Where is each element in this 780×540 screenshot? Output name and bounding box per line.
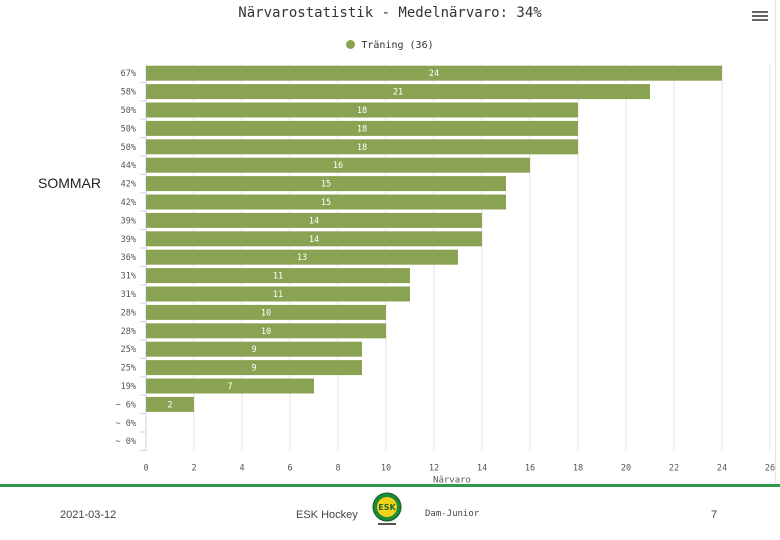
data-label: 10 (261, 327, 271, 337)
bar (146, 341, 362, 357)
data-label: 7 (227, 382, 232, 392)
bar (146, 323, 386, 339)
data-label: 14 (309, 216, 319, 226)
y-tick-label: 50% (121, 106, 136, 116)
footer-divider (0, 484, 780, 487)
y-tick-label: 58% (121, 88, 136, 98)
data-label: 18 (357, 124, 367, 134)
bar (146, 102, 578, 118)
bar (146, 304, 386, 320)
x-tick-label: 16 (525, 463, 535, 473)
y-tick-label: 36% (121, 253, 136, 263)
y-tick-label: 50% (121, 143, 136, 153)
y-tick-label: 31% (121, 272, 136, 282)
y-tick-label: 28% (121, 327, 136, 337)
y-tick-label: ~ 6% (116, 400, 136, 410)
y-tick-label: 25% (121, 364, 136, 374)
legend-marker (346, 40, 356, 49)
x-tick-label: 22 (669, 463, 679, 473)
bar (146, 176, 506, 192)
y-tick-label: 39% (121, 235, 136, 245)
bar (146, 396, 194, 412)
x-axis-title: Närvaro (433, 475, 471, 484)
side-label: SOMMAR (38, 175, 101, 191)
y-tick-label: 50% (121, 124, 136, 134)
y-tick-label: ~ 0% (116, 419, 136, 429)
data-label: 10 (261, 308, 271, 318)
hamburger-menu-icon[interactable] (752, 9, 768, 25)
legend[interactable]: Träning (36) (0, 40, 780, 51)
y-tick-label: ~ 0% (116, 437, 136, 447)
x-tick-label: 14 (477, 463, 487, 473)
y-tick-label: 25% (121, 345, 136, 355)
footer-team: Dam-Junior (425, 509, 480, 519)
data-label: 11 (273, 272, 283, 282)
bar (146, 212, 482, 228)
data-label: 11 (273, 290, 283, 300)
y-tick-label: 31% (121, 290, 136, 300)
x-tick-label: 24 (717, 463, 727, 473)
data-label: 18 (357, 143, 367, 153)
data-label: 13 (297, 253, 307, 263)
data-label: 18 (357, 106, 367, 116)
x-tick-label: 26 (765, 463, 775, 473)
x-tick-label: 6 (287, 463, 292, 473)
data-label: 16 (333, 161, 343, 171)
data-label: 9 (251, 345, 256, 355)
bar (146, 157, 530, 173)
data-label: 24 (429, 69, 439, 79)
y-tick-label: 19% (121, 382, 136, 392)
x-tick-label: 2 (191, 463, 196, 473)
x-tick-label: 4 (239, 463, 244, 473)
data-label: 15 (321, 180, 331, 190)
bar (146, 65, 722, 81)
club-logo: ESK (372, 492, 402, 525)
bar (146, 249, 458, 265)
x-tick-label: 20 (621, 463, 631, 473)
data-label: 9 (251, 364, 256, 374)
legend-label: Träning (36) (361, 40, 434, 51)
x-tick-label: 18 (573, 463, 583, 473)
x-tick-label: 8 (335, 463, 340, 473)
chart-title: Närvarostatistik - Medelnärvaro: 34% (238, 5, 542, 21)
bar (146, 286, 410, 302)
y-tick-label: 67% (121, 69, 136, 79)
y-tick-label: 39% (121, 216, 136, 226)
y-tick-label: 42% (121, 180, 136, 190)
data-label: 15 (321, 198, 331, 208)
page-number: 7 (711, 509, 718, 521)
data-label: 14 (309, 235, 319, 245)
logo-text: ESK (378, 503, 396, 512)
divider (775, 0, 776, 484)
data-label: 21 (393, 88, 403, 98)
bar (146, 231, 482, 247)
footer-org: ESK Hockey (296, 509, 358, 521)
bar (146, 268, 410, 284)
bar (146, 139, 578, 155)
bar (146, 360, 362, 376)
x-tick-label: 10 (381, 463, 391, 473)
bar (146, 194, 506, 210)
bar (146, 378, 314, 394)
bar (146, 84, 650, 100)
y-tick-label: 44% (121, 161, 136, 171)
bar (146, 120, 578, 136)
y-tick-label: 42% (121, 198, 136, 208)
data-label: 2 (167, 400, 172, 410)
footer-date: 2021-03-12 (60, 509, 117, 521)
x-tick-label: 0 (143, 463, 148, 473)
x-tick-label: 12 (429, 463, 439, 473)
y-tick-label: 28% (121, 308, 136, 318)
